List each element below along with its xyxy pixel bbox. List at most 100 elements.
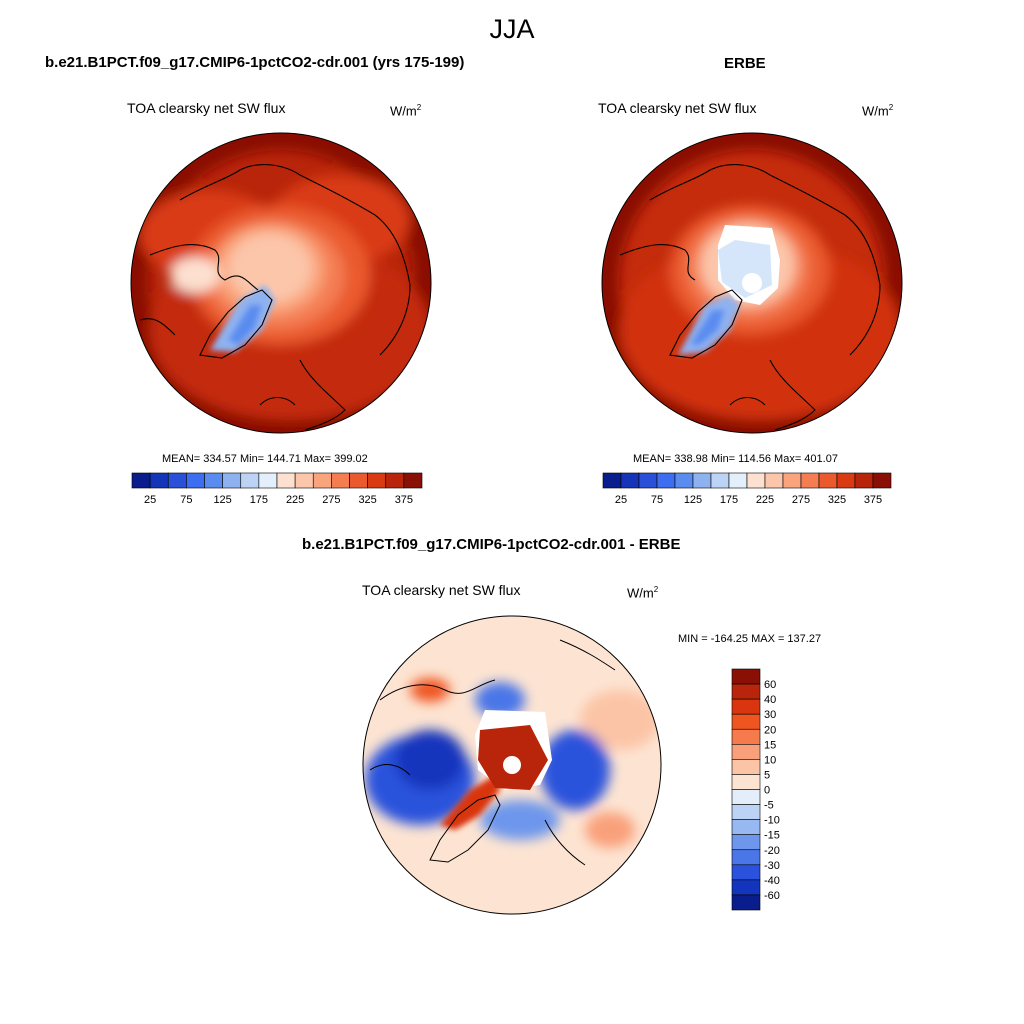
diff-case-title: b.e21.B1PCT.f09_g17.CMIP6-1pctCO2-cdr.00… [302,536,681,553]
colorbar-swatch [818,472,838,489]
colorbar-swatch [731,864,761,881]
colorbar-tick-label: 60 [764,679,776,691]
colorbar-swatch [854,472,874,489]
colorbar-swatch [240,472,260,489]
colorbar-tick-label: 375 [395,494,413,506]
colorbar-tick-label: 30 [764,709,776,721]
colorbar-tick-label: 325 [828,494,846,506]
diff-variable-title: TOA clearsky net SW flux [362,582,521,598]
panel2-stats: MEAN= 338.98 Min= 114.56 Max= 401.07 [633,453,838,465]
colorbar-swatch [620,472,640,489]
colorbar-swatch [731,744,761,760]
colorbar-swatch [782,472,802,489]
colorbar-swatch [872,472,892,489]
colorbar-tick-label: 225 [756,494,774,506]
colorbar-tick-label: 25 [144,494,156,506]
colorbar-tick-label: 75 [651,494,663,506]
colorbar-swatch [731,834,761,851]
colorbar-tick-label: 375 [864,494,882,506]
colorbar-swatch [728,472,748,489]
colorbar-swatch [222,472,242,489]
colorbar-tick-label: 20 [764,724,776,736]
panel1-units: W/m2 [390,103,422,119]
colorbar-swatch [385,472,405,489]
colorbar-swatch [731,759,761,775]
colorbar-swatch [692,472,712,489]
map-erbe [602,133,902,433]
colorbar-swatch [731,698,761,715]
colorbar-tick-label: 125 [684,494,702,506]
colorbar-swatch [638,472,658,489]
colorbar-erbe-labels: 25 75 125 175 225 275 325 375 [615,494,882,506]
colorbar-tick-label: 175 [250,494,268,506]
panel2-case-title: ERBE [724,55,766,72]
colorbar-swatch [312,472,332,489]
colorbar-erbe [602,472,892,489]
colorbar-tick-label: -30 [764,860,780,872]
panel2-variable-title: TOA clearsky net SW flux [598,100,757,116]
diff-stats: MIN = -164.25 MAX = 137.27 [678,633,822,645]
colorbar-swatch [731,819,761,835]
colorbar-tick-label: 25 [615,494,627,506]
colorbar-model-labels: 25 75 125 175 225 275 325 375 [144,494,413,506]
colorbar-swatch [731,713,761,730]
colorbar-swatch [746,472,766,489]
colorbar-model [131,472,423,489]
colorbar-swatch [276,472,296,489]
colorbar-swatch [731,894,761,911]
panel2-units: W/m2 [862,103,894,119]
colorbar-swatch [731,849,761,866]
colorbar-swatch [186,472,205,489]
colorbar-swatch [131,472,151,489]
colorbar-swatch [764,472,784,489]
diff-units: W/m2 [627,585,659,601]
map-model [131,133,431,433]
colorbar-swatch [731,789,761,805]
colorbar-tick-label: 0 [764,785,770,797]
colorbar-tick-label: -15 [764,830,780,842]
colorbar-swatch [731,879,761,896]
panel1-case-title: b.e21.B1PCT.f09_g17.CMIP6-1pctCO2-cdr.00… [45,54,465,71]
coastlines [139,164,411,431]
colorbar-tick-label: 175 [720,494,738,506]
colorbar-swatch [149,472,169,489]
colorbar-swatch [602,472,622,489]
colorbar-tick-label: 325 [358,494,376,506]
colorbar-swatch [367,472,387,489]
colorbar-tick-label: 10 [764,754,776,766]
colorbar-tick-label: -60 [764,890,780,902]
colorbar-tick-label: -20 [764,845,780,857]
colorbar-tick-label: 75 [180,494,192,506]
colorbar-difference [731,668,761,911]
colorbar-swatch [349,472,368,489]
colorbar-swatch [656,472,676,489]
colorbar-tick-label: 15 [764,739,776,751]
colorbar-tick-label: 275 [322,494,340,506]
colorbar-difference-labels: 60 40 30 20 15 10 5 0 -5 -10 -15 -20 -30 -40 -60 [764,679,780,902]
colorbar-swatch [204,472,223,489]
colorbar-tick-label: 40 [764,694,776,706]
colorbar-swatch [294,472,314,489]
colorbar-tick-label: 5 [764,769,770,781]
colorbar-tick-label: 225 [286,494,304,506]
colorbar-swatch [710,472,730,489]
colorbar-swatch [731,804,761,820]
colorbar-tick-label: -10 [764,815,780,827]
colorbar-swatch [731,774,761,790]
map-difference [363,616,661,914]
panel1-stats: MEAN= 334.57 Min= 144.71 Max= 399.02 [162,453,368,465]
colorbar-swatch [731,668,761,685]
colorbar-swatch [167,472,187,489]
colorbar-swatch [403,472,423,489]
colorbar-swatch [800,472,820,489]
colorbar-swatch [674,472,694,489]
colorbar-swatch [731,683,761,700]
colorbar-tick-label: 125 [213,494,231,506]
colorbar-tick-label: -5 [764,800,774,812]
panel1-variable-title: TOA clearsky net SW flux [127,100,286,116]
colorbar-swatch [258,472,278,489]
colorbar-swatch [331,472,350,489]
colorbar-tick-label: 275 [792,494,810,506]
colorbar-tick-label: -40 [764,875,780,887]
